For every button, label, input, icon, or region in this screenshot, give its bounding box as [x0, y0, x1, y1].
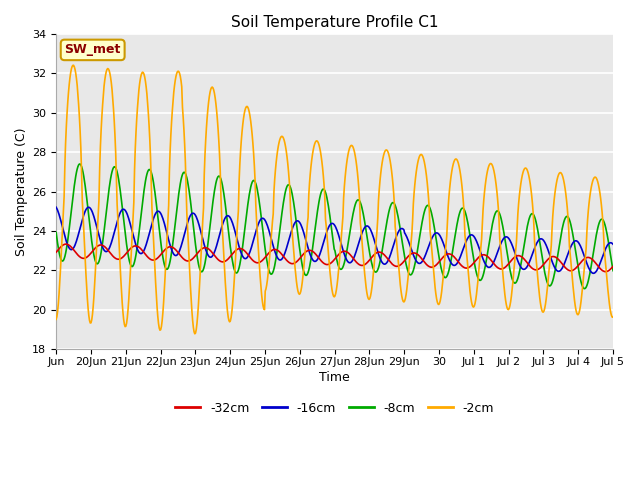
Title: Soil Temperature Profile C1: Soil Temperature Profile C1 — [231, 15, 438, 30]
Text: SW_met: SW_met — [65, 43, 121, 57]
Legend: -32cm, -16cm, -8cm, -2cm: -32cm, -16cm, -8cm, -2cm — [170, 396, 499, 420]
Y-axis label: Soil Temperature (C): Soil Temperature (C) — [15, 127, 28, 256]
X-axis label: Time: Time — [319, 371, 350, 384]
